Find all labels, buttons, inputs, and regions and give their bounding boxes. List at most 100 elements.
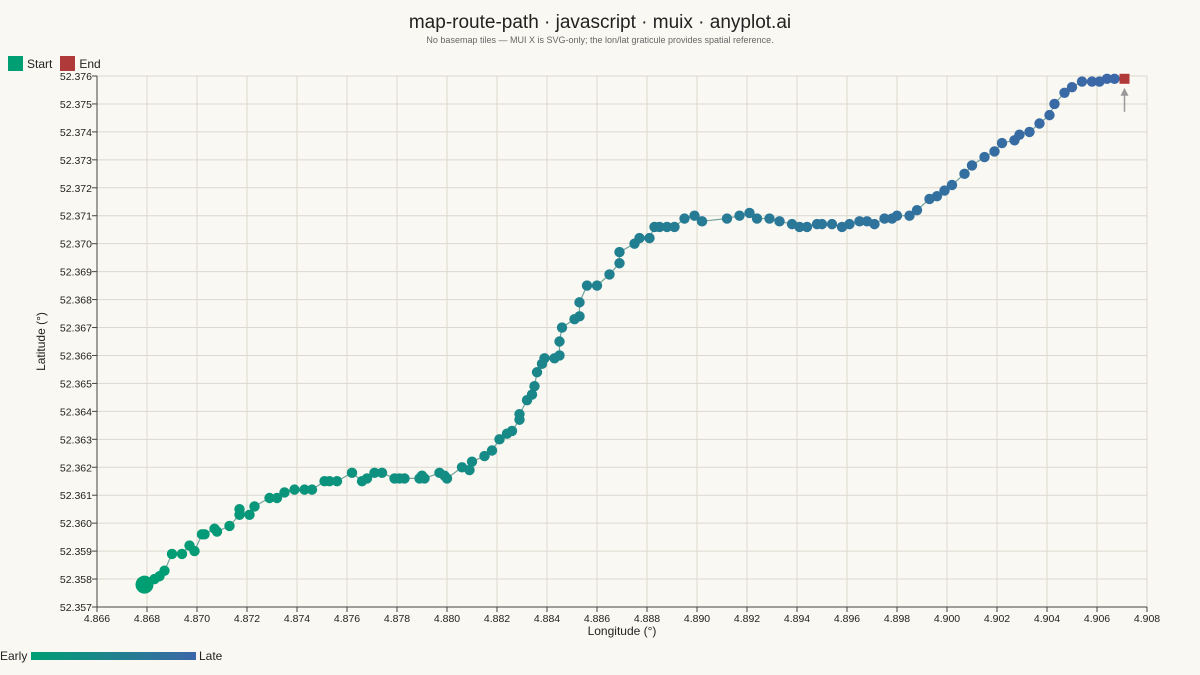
route-point[interactable] [361, 473, 373, 484]
route-point[interactable] [211, 526, 223, 537]
route-point[interactable] [176, 548, 188, 560]
colorbar-early-label: Early [0, 649, 28, 663]
route-point[interactable] [506, 425, 518, 437]
route-point[interactable] [734, 210, 745, 221]
route-point[interactable] [289, 484, 300, 495]
legend-item-start[interactable]: Start [8, 56, 52, 71]
route-point[interactable] [526, 389, 538, 400]
route-point[interactable] [554, 350, 565, 361]
route-point[interactable] [244, 509, 255, 520]
route-point[interactable] [679, 213, 690, 224]
route-point[interactable] [1076, 76, 1088, 87]
route-point[interactable] [801, 221, 813, 233]
route-point[interactable] [689, 210, 700, 221]
route-point[interactable] [556, 322, 568, 333]
route-point[interactable] [529, 381, 540, 392]
route-point[interactable] [574, 311, 585, 322]
route-point[interactable] [376, 467, 388, 479]
route-point[interactable] [1101, 73, 1113, 84]
route-point[interactable] [966, 160, 978, 171]
route-point[interactable] [369, 467, 380, 479]
route-point[interactable] [604, 269, 615, 280]
route-point[interactable] [1044, 109, 1055, 121]
route-point[interactable] [614, 246, 625, 258]
route-point[interactable] [826, 218, 838, 230]
route-point[interactable] [486, 445, 498, 456]
route-point[interactable] [1034, 118, 1045, 129]
route-point[interactable] [696, 216, 708, 227]
route-point[interactable] [531, 367, 543, 378]
route-point[interactable] [479, 450, 490, 462]
route-point[interactable] [1024, 126, 1035, 138]
route-point[interactable] [591, 280, 603, 291]
route-point[interactable] [514, 408, 525, 420]
y-tick-label: 52.361 [60, 490, 92, 502]
route-point[interactable] [911, 204, 923, 216]
start-marker[interactable] [135, 575, 154, 594]
route-point[interactable] [669, 221, 680, 233]
route-point[interactable] [816, 218, 828, 230]
route-point[interactable] [466, 456, 478, 467]
route-point[interactable] [904, 210, 915, 221]
route-point[interactable] [1049, 98, 1060, 110]
route-point[interactable] [634, 232, 645, 244]
route-point[interactable] [979, 151, 990, 163]
y-tick-label: 52.376 [60, 71, 92, 83]
route-point[interactable] [324, 476, 335, 487]
route-point[interactable] [279, 487, 290, 498]
route-point[interactable] [774, 216, 785, 227]
route-point[interactable] [234, 503, 245, 515]
route-point[interactable] [331, 476, 343, 487]
route-point[interactable] [539, 353, 550, 364]
route-point[interactable] [744, 207, 755, 219]
route-point[interactable] [441, 473, 453, 484]
route-point[interactable] [419, 473, 430, 484]
route-point[interactable] [346, 467, 358, 479]
route-point[interactable] [644, 232, 655, 244]
route-point[interactable] [844, 218, 855, 230]
route-point[interactable] [464, 464, 475, 476]
route-point[interactable] [751, 213, 763, 224]
route-point[interactable] [764, 213, 775, 224]
route-point[interactable] [946, 179, 958, 191]
route-point[interactable] [224, 520, 235, 532]
route-point[interactable] [166, 548, 178, 560]
route-point[interactable] [854, 216, 865, 227]
route-point[interactable] [199, 529, 210, 540]
route-point[interactable] [794, 221, 805, 233]
route-point[interactable] [189, 545, 200, 557]
route-point[interactable] [554, 336, 565, 347]
route-point[interactable] [959, 168, 970, 180]
route-point[interactable] [1086, 76, 1098, 87]
route-point[interactable] [581, 280, 593, 291]
route-point[interactable] [614, 258, 625, 269]
route-point[interactable] [1014, 129, 1025, 140]
route-point[interactable] [931, 190, 943, 202]
route-point[interactable] [891, 210, 903, 221]
legend-item-end[interactable]: End [60, 56, 101, 71]
route-point[interactable] [306, 484, 318, 495]
end-marker[interactable] [1119, 73, 1130, 84]
route-point[interactable] [271, 492, 283, 504]
route-point[interactable] [574, 297, 585, 308]
route-point[interactable] [1066, 81, 1078, 93]
route-point[interactable] [869, 218, 880, 230]
route-point[interactable] [494, 434, 505, 445]
route-point[interactable] [721, 213, 733, 224]
route-point[interactable] [661, 221, 673, 233]
route-point[interactable] [939, 185, 950, 196]
route-point[interactable] [264, 492, 275, 504]
route-point[interactable] [159, 565, 170, 576]
route-point[interactable] [989, 146, 1000, 157]
route-point[interactable] [879, 213, 890, 224]
y-tick-label: 52.360 [60, 518, 92, 530]
x-tick-label: 4.898 [884, 613, 910, 625]
route-point[interactable] [1109, 73, 1120, 84]
route-point[interactable] [399, 473, 410, 484]
route-point[interactable] [299, 484, 310, 495]
route-point[interactable] [654, 221, 665, 233]
route-point[interactable] [249, 501, 260, 512]
route-point[interactable] [1059, 87, 1070, 98]
route-point[interactable] [996, 137, 1008, 149]
